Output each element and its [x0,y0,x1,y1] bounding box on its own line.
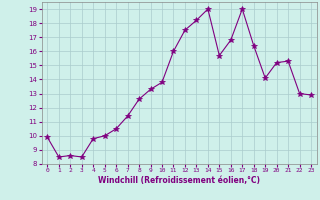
X-axis label: Windchill (Refroidissement éolien,°C): Windchill (Refroidissement éolien,°C) [98,176,260,185]
